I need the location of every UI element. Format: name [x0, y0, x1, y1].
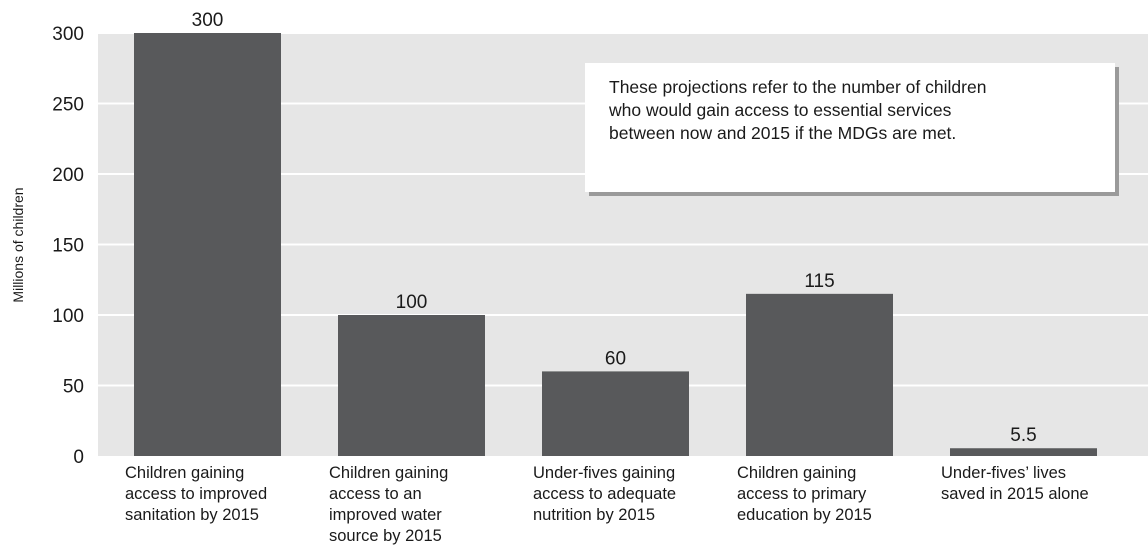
category-label-line: source by 2015	[329, 527, 442, 545]
y-axis-label: Millions of children	[10, 187, 26, 302]
category-label-line: nutrition by 2015	[533, 506, 655, 524]
category-label-line: Under-fives gaining	[533, 464, 675, 482]
value-label: 60	[605, 348, 626, 369]
bars	[134, 33, 1097, 456]
y-tick-label: 50	[63, 377, 84, 398]
category-label-line: access to an	[329, 485, 422, 503]
category-label-line: Children gaining	[125, 464, 244, 482]
value-labels: 300 100 60 115 5.5	[192, 10, 1037, 446]
annotation-box: These projections refer to the number of…	[585, 63, 1119, 196]
y-tick-label: 200	[52, 165, 84, 186]
bar	[746, 293, 893, 456]
y-tick-label: 100	[52, 306, 84, 327]
bar	[338, 315, 485, 456]
value-label: 115	[804, 271, 834, 292]
y-tick-label: 150	[52, 236, 84, 257]
category-label: Children gaining access to primary educati…	[737, 464, 872, 524]
category-label-line: Children gaining	[737, 464, 856, 482]
value-label: 300	[192, 10, 224, 31]
y-tick-label: 250	[52, 95, 84, 116]
category-label-line: improved water	[329, 506, 442, 524]
category-label-line: access to improved	[125, 485, 267, 503]
bar	[950, 448, 1097, 456]
category-label-line: education by 2015	[737, 506, 872, 524]
annotation-text: These projections refer to the number of…	[608, 77, 986, 143]
category-label-line: Children gaining	[329, 464, 448, 482]
y-tick-label: 0	[73, 447, 84, 468]
category-label-line: sanitation by 2015	[125, 506, 259, 524]
category-label: Children gaining access to improved sanita…	[125, 464, 267, 524]
annotation-line: who would gain access to essential servi…	[608, 100, 952, 120]
category-label-line: access to adequate	[533, 485, 676, 503]
category-label: Children gaining access to an improved wat…	[329, 464, 448, 545]
y-axis-ticks: 0 50 100 150 200 250 300	[52, 24, 84, 468]
category-label: Under-fives gaining access to adequate nut…	[533, 464, 676, 524]
category-label-line: access to primary	[737, 485, 867, 503]
bar	[542, 371, 689, 456]
annotation-background	[585, 63, 1115, 192]
y-tick-label: 300	[52, 24, 84, 45]
annotation-line: These projections refer to the number of…	[609, 77, 986, 97]
category-label: Under-fives’ lives saved in 2015 alone	[941, 464, 1089, 503]
value-label: 100	[396, 292, 428, 313]
category-labels: Children gaining access to improved sanita…	[125, 464, 1089, 545]
value-label: 5.5	[1010, 425, 1036, 446]
category-label-line: Under-fives’ lives	[941, 464, 1066, 482]
category-label-line: saved in 2015 alone	[941, 485, 1089, 503]
bar	[134, 33, 281, 456]
annotation-line: between now and 2015 if the MDGs are met…	[609, 123, 956, 143]
